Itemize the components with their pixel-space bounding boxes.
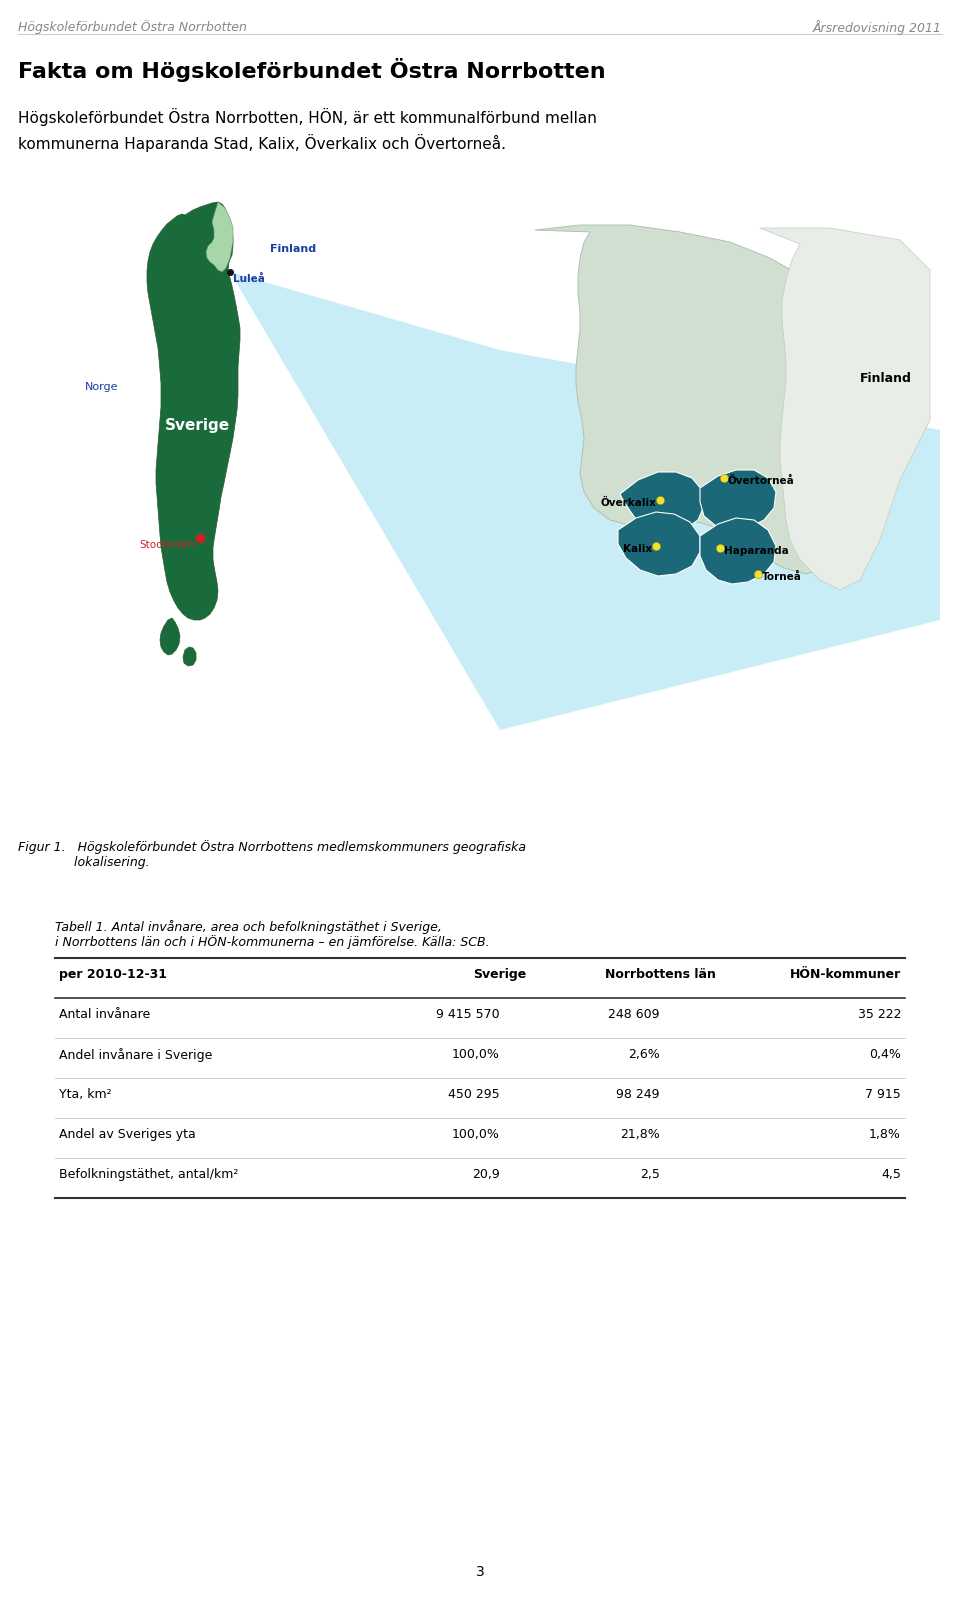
Text: Andel invånare i Sverige: Andel invånare i Sverige: [59, 1047, 212, 1062]
Text: 7 915: 7 915: [865, 1087, 901, 1102]
Text: Stockholm: Stockholm: [140, 540, 195, 550]
Text: Fakta om Högskoleförbundet Östra Norrbotten: Fakta om Högskoleförbundet Östra Norrbot…: [18, 58, 606, 82]
Text: Figur 1.   Högskoleförbundet Östra Norrbottens medlemskommuners geografiska: Figur 1. Högskoleförbundet Östra Norrbot…: [18, 839, 526, 854]
Text: 100,0%: 100,0%: [452, 1127, 500, 1142]
Text: Finland: Finland: [860, 373, 912, 385]
Text: Sverige: Sverige: [165, 417, 230, 433]
Text: Norge: Norge: [85, 382, 118, 392]
Text: Tabell 1. Antal invånare, area och befolkningstäthet i Sverige,: Tabell 1. Antal invånare, area och befol…: [55, 919, 442, 934]
Text: Finland: Finland: [270, 245, 316, 254]
Polygon shape: [760, 229, 930, 590]
Text: 100,0%: 100,0%: [452, 1047, 500, 1062]
Text: Yta, km²: Yta, km²: [59, 1087, 111, 1102]
Text: 248 609: 248 609: [609, 1007, 660, 1022]
Text: Högskoleförbundet Östra Norrbotten, HÖN, är ett kommunalförbund mellan
kommunern: Högskoleförbundet Östra Norrbotten, HÖN,…: [18, 109, 597, 152]
Polygon shape: [618, 512, 700, 576]
Text: per 2010-12-31: per 2010-12-31: [59, 967, 167, 982]
Text: 21,8%: 21,8%: [620, 1127, 660, 1142]
Text: Högskoleförbundet Östra Norrbotten: Högskoleförbundet Östra Norrbotten: [18, 21, 247, 34]
Text: HÖN-kommuner: HÖN-kommuner: [790, 967, 901, 982]
Text: 98 249: 98 249: [616, 1087, 660, 1102]
Polygon shape: [620, 472, 704, 534]
Text: 9 415 570: 9 415 570: [437, 1007, 500, 1022]
Text: Antal invånare: Antal invånare: [59, 1007, 151, 1022]
Text: Befolkningstäthet, antal/km²: Befolkningstäthet, antal/km²: [59, 1167, 238, 1182]
Polygon shape: [535, 225, 862, 574]
Text: 20,9: 20,9: [472, 1167, 500, 1182]
Text: 0,4%: 0,4%: [869, 1047, 901, 1062]
Text: 2,5: 2,5: [640, 1167, 660, 1182]
Polygon shape: [206, 201, 233, 272]
Text: lokalisering.: lokalisering.: [18, 855, 150, 868]
Text: 3: 3: [475, 1565, 485, 1578]
Text: 2,6%: 2,6%: [628, 1047, 660, 1062]
Text: Norrbottens län: Norrbottens län: [605, 967, 715, 982]
Text: Årsredovisning 2011: Årsredovisning 2011: [813, 21, 942, 35]
Text: 35 222: 35 222: [857, 1007, 901, 1022]
Text: 450 295: 450 295: [448, 1087, 500, 1102]
Polygon shape: [147, 201, 240, 620]
Text: Sverige: Sverige: [473, 967, 527, 982]
Polygon shape: [183, 648, 196, 667]
Text: Övertorneå: Övertorneå: [728, 477, 795, 486]
Polygon shape: [700, 518, 776, 584]
Text: i Norrbottens län och i HÖN-kommunerna – en jämförelse. Källa: SCB.: i Norrbottens län och i HÖN-kommunerna –…: [55, 935, 490, 948]
Text: Haparanda: Haparanda: [724, 545, 789, 556]
Text: Andel av Sveriges yta: Andel av Sveriges yta: [59, 1127, 196, 1142]
Text: Torneå: Torneå: [762, 572, 802, 582]
Text: 4,5: 4,5: [881, 1167, 901, 1182]
Text: Kalix: Kalix: [623, 544, 652, 553]
Polygon shape: [700, 470, 776, 529]
Polygon shape: [230, 272, 940, 731]
Polygon shape: [160, 617, 180, 656]
Text: Överkalix: Överkalix: [600, 497, 656, 508]
Text: Luleå: Luleå: [233, 273, 265, 285]
Text: 1,8%: 1,8%: [869, 1127, 901, 1142]
